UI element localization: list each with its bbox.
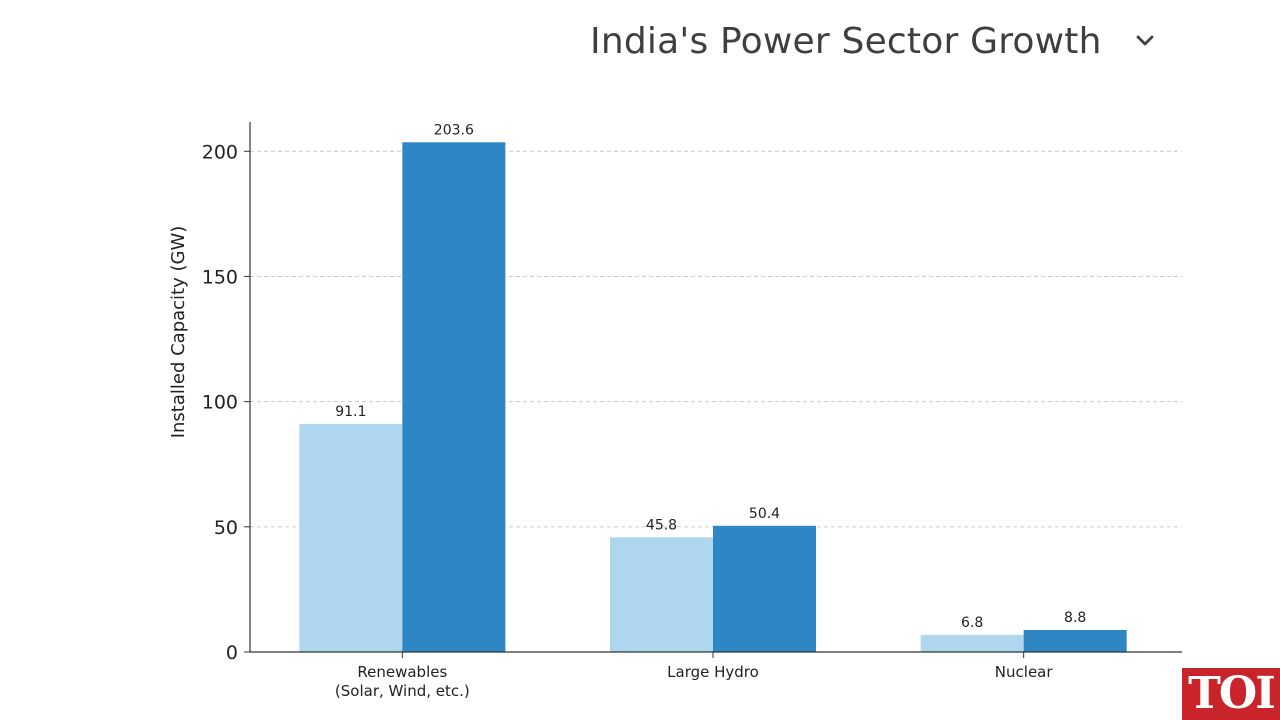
page-title: India's Power Sector Growth <box>590 20 1102 62</box>
bars <box>299 142 1127 652</box>
y-tick-label: 200 <box>202 141 238 163</box>
x-category-label: Renewables <box>357 663 447 681</box>
bar-value-label: 6.8 <box>961 615 983 631</box>
y-tick-label: 150 <box>202 266 238 288</box>
bar-earlier-0 <box>299 423 403 652</box>
bar-value-label: 50.4 <box>749 506 780 522</box>
bar-value-label: 45.8 <box>646 517 677 533</box>
x-category-label: (Solar, Wind, etc.) <box>335 682 470 700</box>
axes: 0 50 100 150 200 Renewables(Solar, Wind, etc.… <box>202 122 1182 700</box>
chevron-down-icon[interactable] <box>1130 26 1160 56</box>
y-tick-label: 0 <box>226 642 238 664</box>
toi-logo: TOI <box>1182 668 1280 720</box>
bar-earlier-2 <box>920 634 1024 652</box>
bar-later-1 <box>713 525 816 652</box>
logo-text: TOI <box>1188 668 1276 719</box>
bar-value-label: 203.6 <box>434 122 474 138</box>
bar-earlier-1 <box>610 537 713 652</box>
bar-later-2 <box>1023 629 1127 652</box>
x-category-label: Large Hydro <box>667 663 759 681</box>
chart-header: India's Power Sector Growth <box>590 16 1160 66</box>
y-axis-title: Installed Capacity (GW) <box>168 226 189 439</box>
bar-value-label: 8.8 <box>1064 610 1086 626</box>
x-category-label: Nuclear <box>995 663 1054 681</box>
y-tick-label: 100 <box>202 392 238 414</box>
y-tick-label: 50 <box>214 517 238 539</box>
value-labels: 91.1 203.6 45.8 50.4 6.8 8.8 <box>335 122 1086 631</box>
bar-later-0 <box>402 142 506 652</box>
bar-value-label: 91.1 <box>335 404 366 420</box>
